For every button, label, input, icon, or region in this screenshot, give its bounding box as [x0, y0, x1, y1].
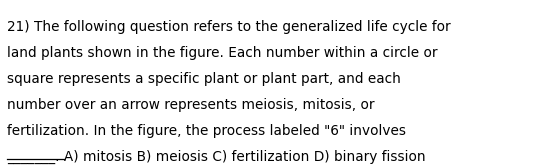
Text: fertilization. In the figure, the process labeled "6" involves: fertilization. In the figure, the proces… [7, 124, 406, 138]
Text: square represents a specific plant or plant part, and each: square represents a specific plant or pl… [7, 72, 401, 86]
Text: number over an arrow represents meiosis, mitosis, or: number over an arrow represents meiosis,… [7, 98, 374, 112]
Text: land plants shown in the figure. Each number within a circle or: land plants shown in the figure. Each nu… [7, 46, 437, 60]
Text: 21) The following question refers to the generalized life cycle for: 21) The following question refers to the… [7, 20, 450, 34]
Text: _______. A) mitosis B) meiosis C) fertilization D) binary fission: _______. A) mitosis B) meiosis C) fertil… [7, 149, 425, 164]
